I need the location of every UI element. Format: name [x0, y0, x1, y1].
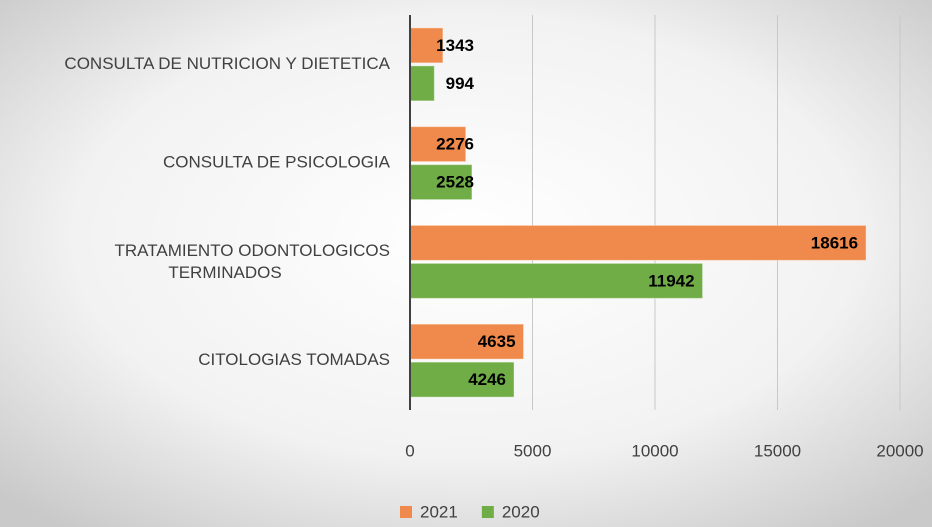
- x-tick-label: 10000: [631, 441, 678, 460]
- category-label: TRATAMIENTO ODONTOLOGICOS TERMINADOS: [115, 241, 391, 282]
- legend-label: 2020: [502, 502, 540, 521]
- data-label: 2276: [436, 135, 474, 154]
- bar: [409, 126, 467, 163]
- data-label: 18616: [811, 233, 858, 252]
- bar: [409, 361, 515, 398]
- data-label: 1343: [436, 36, 474, 55]
- data-label: 2528: [436, 173, 474, 192]
- data-label: 4635: [478, 332, 516, 351]
- data-label: 11942: [648, 271, 694, 290]
- data-label: 994: [446, 74, 475, 93]
- category-label: CITOLOGIAS TOMADAS: [198, 350, 390, 369]
- legend-swatch: [400, 506, 412, 518]
- bar: [409, 262, 704, 299]
- legend-swatch: [481, 506, 494, 518]
- category-label: CONSULTA DE PSICOLOGIA: [163, 153, 391, 172]
- bar: [409, 224, 867, 261]
- x-tick-label: 0: [405, 441, 414, 460]
- bar: [409, 164, 473, 201]
- x-tick-label: 5000: [514, 441, 552, 460]
- data-label: 4246: [468, 370, 506, 389]
- bar: [409, 65, 435, 102]
- x-tick-label: 20000: [876, 441, 923, 460]
- legend-label: 2021: [420, 502, 458, 521]
- bar: [409, 323, 525, 360]
- category-label: CONSULTA DE NUTRICION Y DIETETICA: [64, 54, 390, 73]
- x-tick-label: 15000: [754, 441, 801, 460]
